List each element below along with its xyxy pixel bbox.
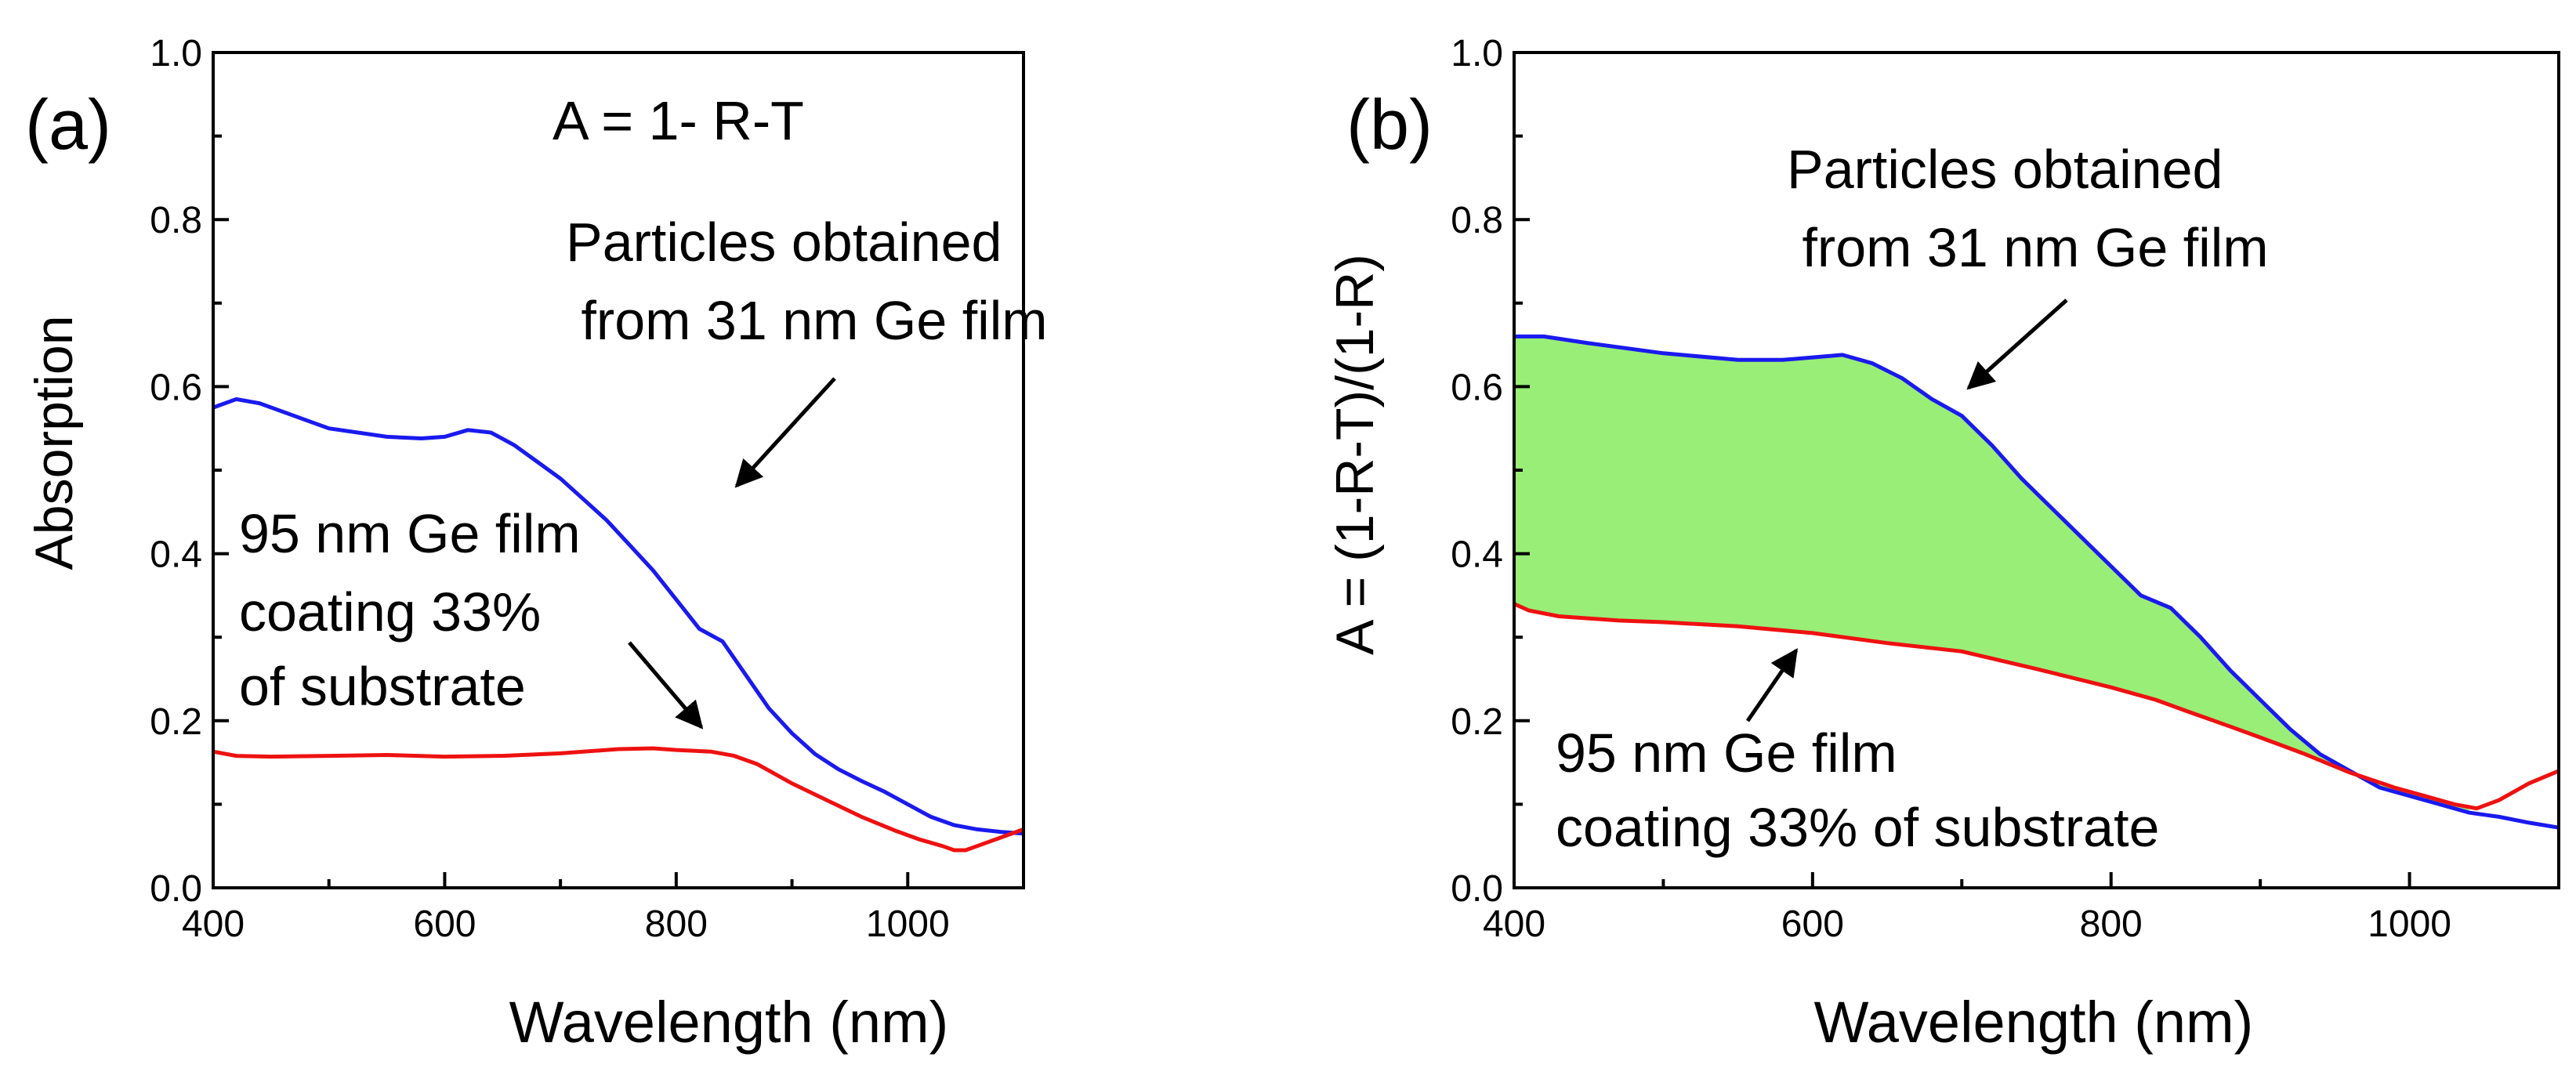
line-particles-b [1514,334,2560,830]
x-tick-label: 600 [413,903,476,945]
y-tick-label: 0.0 [150,868,202,910]
y-axis-label-a: Absorption [24,315,84,570]
x-tick-label: 400 [1483,903,1545,945]
arrow-film-a [628,641,704,730]
fill-between-b [1514,336,2469,813]
x-tick-label: 800 [2080,903,2143,945]
x-axis-label-b: Wavelength (nm) [1814,990,2254,1055]
y-tick-label: 1.0 [1451,33,1503,74]
line-95nm-film-b [1513,602,2560,811]
y-axis-label-b: A = (1-R-T)/(1-R) [1325,254,1385,655]
y-tick-label: 0.0 [1451,868,1503,910]
y-tick-label: 0.6 [150,367,202,408]
annotation-film-a-line2: coating 33% [239,581,541,643]
x-tick-label: 400 [182,903,245,945]
y-tick-label: 1.0 [150,33,202,74]
annotation-film-b-line2: coating 33% of substrate [1556,797,2159,858]
formula-label: A = 1- R-T [553,90,804,151]
y-tick-label: 0.8 [150,200,202,241]
annotation-film-a-line3: of substrate [239,656,526,717]
y-tick-label: 0.6 [1451,367,1503,408]
annotation-particles-a-line1: Particles obtained [566,212,1002,273]
arrow-particles-b [1966,299,2068,390]
annotation-particles-b-line1: Particles obtained [1787,139,2223,200]
y-tick-label: 0.4 [1451,534,1503,576]
panel-b: 400 600 800 1000 0.0 0.2 0.4 0.6 0.8 1.0 (b) Wav… [1325,33,2560,1055]
x-ticks-b: 400 600 800 1000 [1483,872,2560,945]
panel-label-b: (b) [1346,86,1433,165]
y-tick-label: 0.2 [150,701,202,743]
x-tick-label: 800 [645,903,708,945]
x-tick-label: 600 [1781,903,1844,945]
x-tick-label: 1000 [2368,903,2451,945]
line-particles-a [212,396,1024,836]
panel-a: 400 600 800 1000 0.0 0.2 0.4 0.6 0.8 1.0 (a) Wav… [24,33,1048,1055]
y-ticks-b: 0.0 0.2 0.4 0.6 0.8 1.0 [1451,33,1530,910]
y-ticks-a: 0.0 0.2 0.4 0.6 0.8 1.0 [150,33,229,910]
y-tick-label: 0.2 [1451,701,1503,743]
annotation-film-a-line1: 95 nm Ge film [239,503,581,564]
annotation-particles-a-line2: from 31 nm Ge film [566,290,1048,351]
y-tick-label: 0.4 [150,534,202,576]
plot-frame-a [212,51,1025,889]
y-tick-label: 0.8 [1451,200,1503,241]
x-ticks-a: 400 600 800 1000 [182,872,1025,945]
annotation-particles-b-line2: from 31 nm Ge film [1787,217,2269,278]
arrow-particles-a [734,377,836,488]
line-95nm-film-a [212,746,1024,853]
panel-label-a: (a) [25,86,111,165]
arrow-film-b [1745,648,1799,722]
x-tick-label: 1000 [866,903,950,945]
annotation-film-b-line1: 95 nm Ge film [1556,722,1897,784]
x-axis-label-a: Wavelength (nm) [509,990,949,1055]
